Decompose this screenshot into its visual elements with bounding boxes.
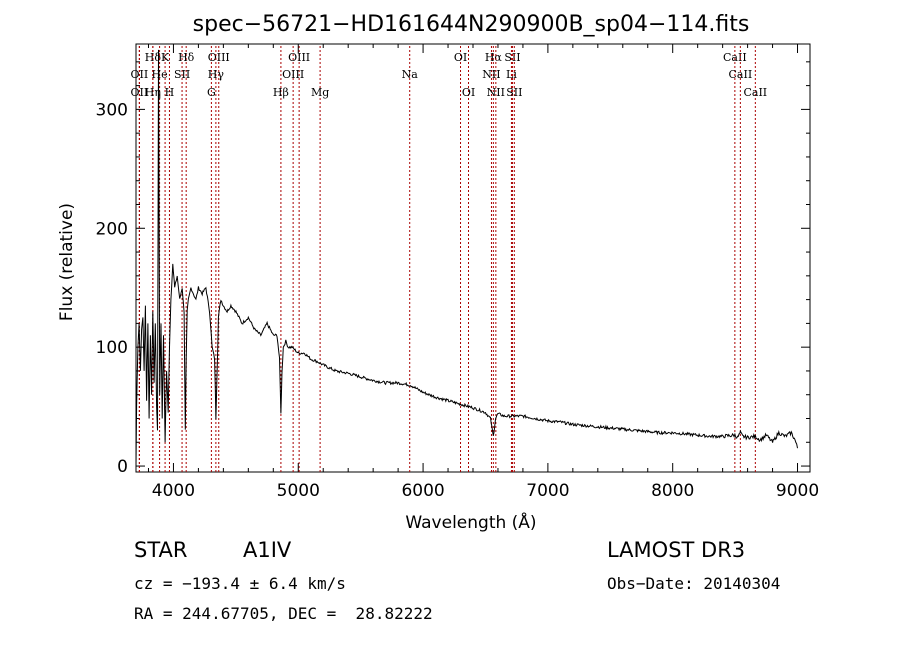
spectral-line-label: CaII [729, 68, 753, 81]
spectral-line-label: OI [454, 51, 467, 64]
spectral-line-label: CaII [723, 51, 747, 64]
spectral-line-label: Hδ [178, 51, 195, 64]
spectral-line-label: SII [506, 86, 522, 99]
spectral-line-label: He [152, 68, 168, 81]
spectral-line-label: NII [482, 68, 500, 81]
spectral-line-label: Hγ [208, 68, 225, 81]
spectral-line-label: OIII [288, 51, 310, 64]
spectral-line-label: OIII [282, 68, 304, 81]
spectral-line-label: SII [174, 68, 190, 81]
spectral-line-label: Li [506, 68, 517, 81]
spectral-line-label: SII [504, 51, 520, 64]
observation-date: Obs−Date: 20140304 [607, 574, 781, 593]
spectrum-series-line [135, 49, 798, 467]
y-tick-label: 200 [96, 219, 128, 239]
spectral-line-label: Hα [485, 51, 503, 64]
spectral-line-label: CaII [743, 86, 767, 99]
spectral-line-label: OII [131, 86, 149, 99]
y-tick-label: 300 [96, 100, 128, 120]
coordinates: RA = 244.67705, DEC = 28.82222 [134, 604, 433, 623]
spectral-line-label: Hβ [273, 86, 289, 99]
redshift-cz: cz = −193.4 ± 6.4 km/s [134, 574, 346, 593]
spectral-line-label: Hη [145, 86, 161, 99]
spectral-line-label: Mg [311, 86, 329, 99]
spectral-line-label: OIII [208, 51, 230, 64]
spectral-line-label: OI [462, 86, 475, 99]
x-tick-label: 5000 [277, 481, 320, 501]
y-axis-label: Flux (relative) [57, 203, 77, 321]
spectral-line-label: H [165, 86, 175, 99]
spectral-line-label: K [161, 51, 170, 64]
spectral-subclass: A1IV [243, 538, 292, 562]
spectral-line-label: NII [487, 86, 505, 99]
x-tick-label: 6000 [401, 481, 444, 501]
survey-name: LAMOST DR3 [607, 538, 746, 562]
chart-title: spec−56721−HD161644N290900B_sp04−114.fit… [193, 12, 750, 37]
y-tick-label: 100 [96, 338, 128, 358]
x-tick-label: 8000 [651, 481, 694, 501]
spectral-line-label: Na [402, 68, 419, 81]
spectral-line-label: G [207, 86, 216, 99]
object-type: STAR [134, 538, 188, 562]
y-tick-label: 0 [117, 457, 128, 477]
x-axis-label: Wavelength (Å) [405, 511, 536, 533]
spectral-line-label: Hδ [145, 51, 162, 64]
x-tick-label: 7000 [526, 481, 569, 501]
x-tick-label: 4000 [152, 481, 195, 501]
x-tick-label: 9000 [776, 481, 819, 501]
plot-frame [135, 43, 811, 473]
